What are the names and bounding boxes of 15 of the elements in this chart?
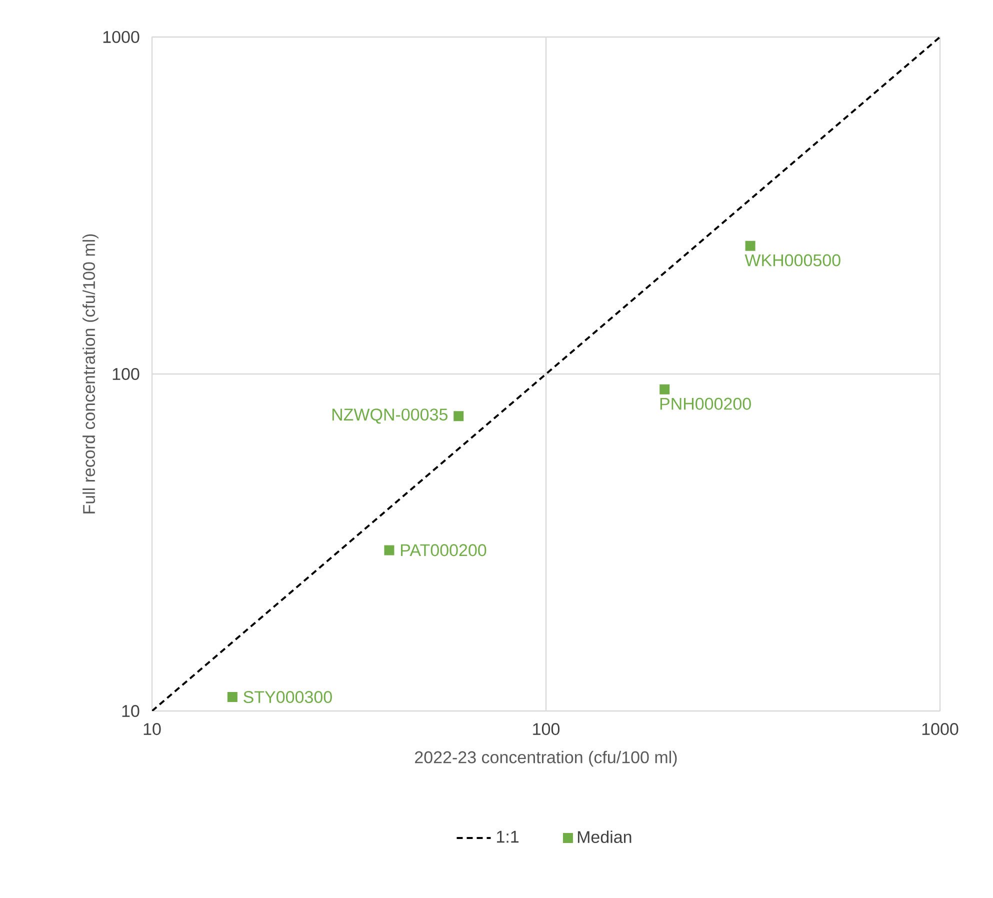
legend-label: Median [578, 830, 632, 844]
annotation: NZWQN-00035 [332, 408, 448, 424]
y-tick-label: 100 [112, 368, 140, 380]
x-tick-label: 1000 [922, 723, 958, 736]
annotation: PNH000200 [660, 398, 751, 410]
y-tick-label: 1000 [103, 30, 140, 43]
y-tick-label: 10 [122, 704, 140, 718]
x-tick-label: 100 [533, 723, 560, 736]
legend-label: 1:1 [497, 830, 519, 843]
y-axis-title: Full record concentration (cfu/100 ml) [82, 234, 98, 514]
annotation: WKH000500 [744, 254, 840, 266]
x-tick-label: 10 [144, 723, 161, 736]
annotation: STY000300 [244, 691, 332, 704]
x-axis-title: 2022-23 concentration (cfu/100 ml) [415, 750, 677, 767]
annotation: PAT000200 [401, 544, 486, 556]
